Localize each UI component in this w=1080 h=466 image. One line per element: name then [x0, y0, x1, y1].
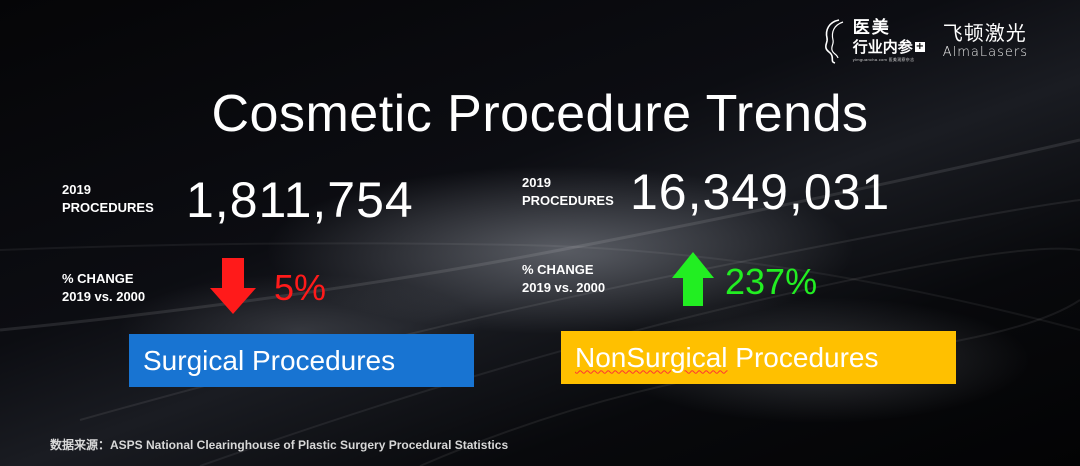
arrow-up-icon — [672, 252, 714, 306]
surgical-procedures-label: 2019 PROCEDURES — [62, 181, 154, 217]
surgical-change-label-title: % CHANGE — [62, 271, 134, 286]
nonsurgical-procedures-label: 2019 PROCEDURES — [522, 174, 614, 210]
surgical-change-label: % CHANGE 2019 vs. 2000 — [62, 270, 145, 306]
face-profile-icon — [824, 19, 843, 64]
surgical-procedures-label-text: PROCEDURES — [62, 200, 154, 215]
surgical-category-box: Surgical Procedures — [129, 334, 474, 387]
nonsurgical-change-value: 237% — [725, 261, 818, 302]
page-title: Cosmetic Procedure Trends — [211, 85, 869, 143]
surgical-change-label-period: 2019 vs. 2000 — [62, 289, 146, 304]
almalasers-logo-cn: 飞顿激光 — [942, 21, 1027, 45]
yimei-logo-title: 医美 — [852, 18, 891, 38]
brand-logos: 医美 行业内参 + yimguancha.com 医美观察杂志 飞顿激光 Alm… — [821, 18, 1028, 64]
almalasers-logo: 飞顿激光 AlmaLasers — [943, 21, 1028, 61]
yimei-logo: 医美 行业内参 + yimguancha.com 医美观察杂志 — [821, 18, 925, 64]
nonsurgical-change-label: % CHANGE 2019 vs. 2000 — [522, 261, 605, 297]
yimei-logo-subtitle-text: 行业内参 — [852, 38, 913, 56]
plus-icon: + — [914, 41, 925, 52]
yimei-logo-tagline: yimguancha.com 医美观察杂志 — [852, 57, 915, 62]
source-note: 数据来源：ASPS National Clearinghouse of Plas… — [50, 438, 509, 452]
yimei-logo-subtitle: 行业内参 + — [853, 37, 925, 57]
arrow-down-icon — [210, 258, 256, 314]
surgical-procedures-label-year: 2019 — [62, 182, 91, 197]
nonsurgical-procedures-label-year: 2019 — [522, 175, 551, 190]
nonsurgical-change-label-title: % CHANGE — [522, 262, 594, 277]
nonsurgical-procedures-count: 16,349,031 — [630, 164, 891, 220]
nonsurgical-category-label-part2: Procedures — [727, 341, 879, 373]
nonsurgical-change-label-period: 2019 vs. 2000 — [522, 280, 606, 295]
surgical-change-value: 5% — [274, 267, 327, 308]
surgical-procedures-count: 1,811,754 — [186, 172, 414, 228]
nonsurgical-category-box: NonSurgical Procedures — [561, 331, 956, 384]
surgical-category-label: Surgical Procedures — [143, 344, 396, 376]
nonsurgical-category-label-part1: NonSurgical — [575, 341, 728, 373]
nonsurgical-procedures-label-text: PROCEDURES — [522, 193, 614, 208]
almalasers-logo-en: AlmaLasers — [942, 45, 1028, 60]
